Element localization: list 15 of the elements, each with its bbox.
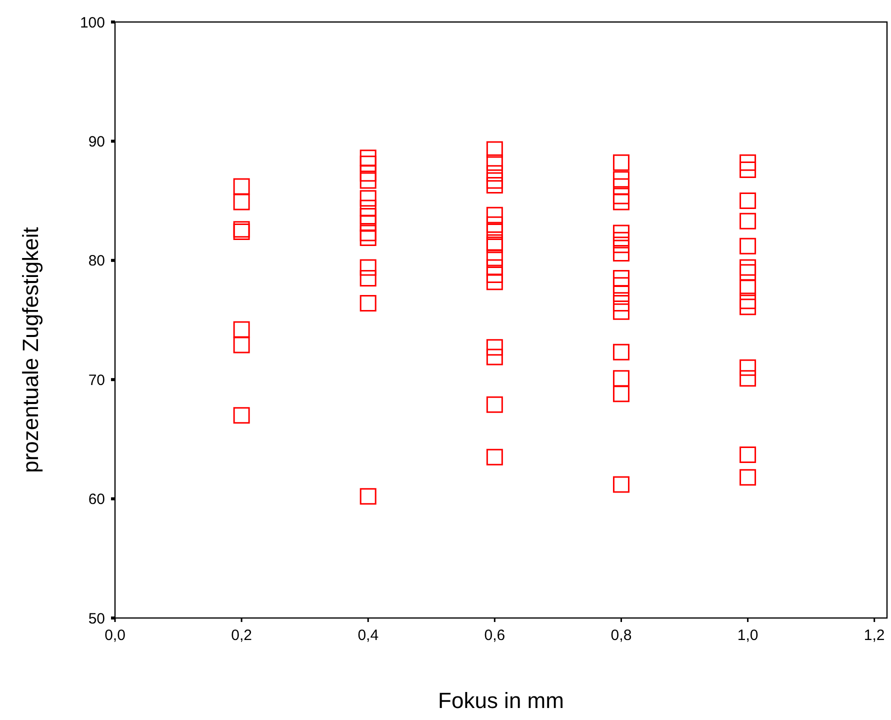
y-tick-label: 100 [80, 14, 105, 32]
y-tick-label: 90 [88, 133, 105, 150]
x-tick-label: 0,2 [231, 627, 252, 644]
x-tick-label: 0,4 [358, 627, 379, 644]
y-tick-label: 80 [88, 252, 105, 270]
y-tick-label: 50 [88, 610, 105, 628]
x-tick-label: 0,6 [484, 627, 506, 644]
x-tick-label: 0,0 [104, 627, 126, 644]
x-tick-label: 1,2 [864, 627, 885, 644]
x-tick-label: 0,8 [610, 627, 632, 644]
x-tick-label: 1,0 [737, 627, 758, 644]
y-axis-title: prozentuale Zugfestigkeit [18, 227, 43, 473]
y-tick-label: 60 [88, 491, 105, 508]
x-axis-title: Fokus in mm [438, 688, 564, 713]
y-tick-label: 70 [88, 372, 105, 389]
